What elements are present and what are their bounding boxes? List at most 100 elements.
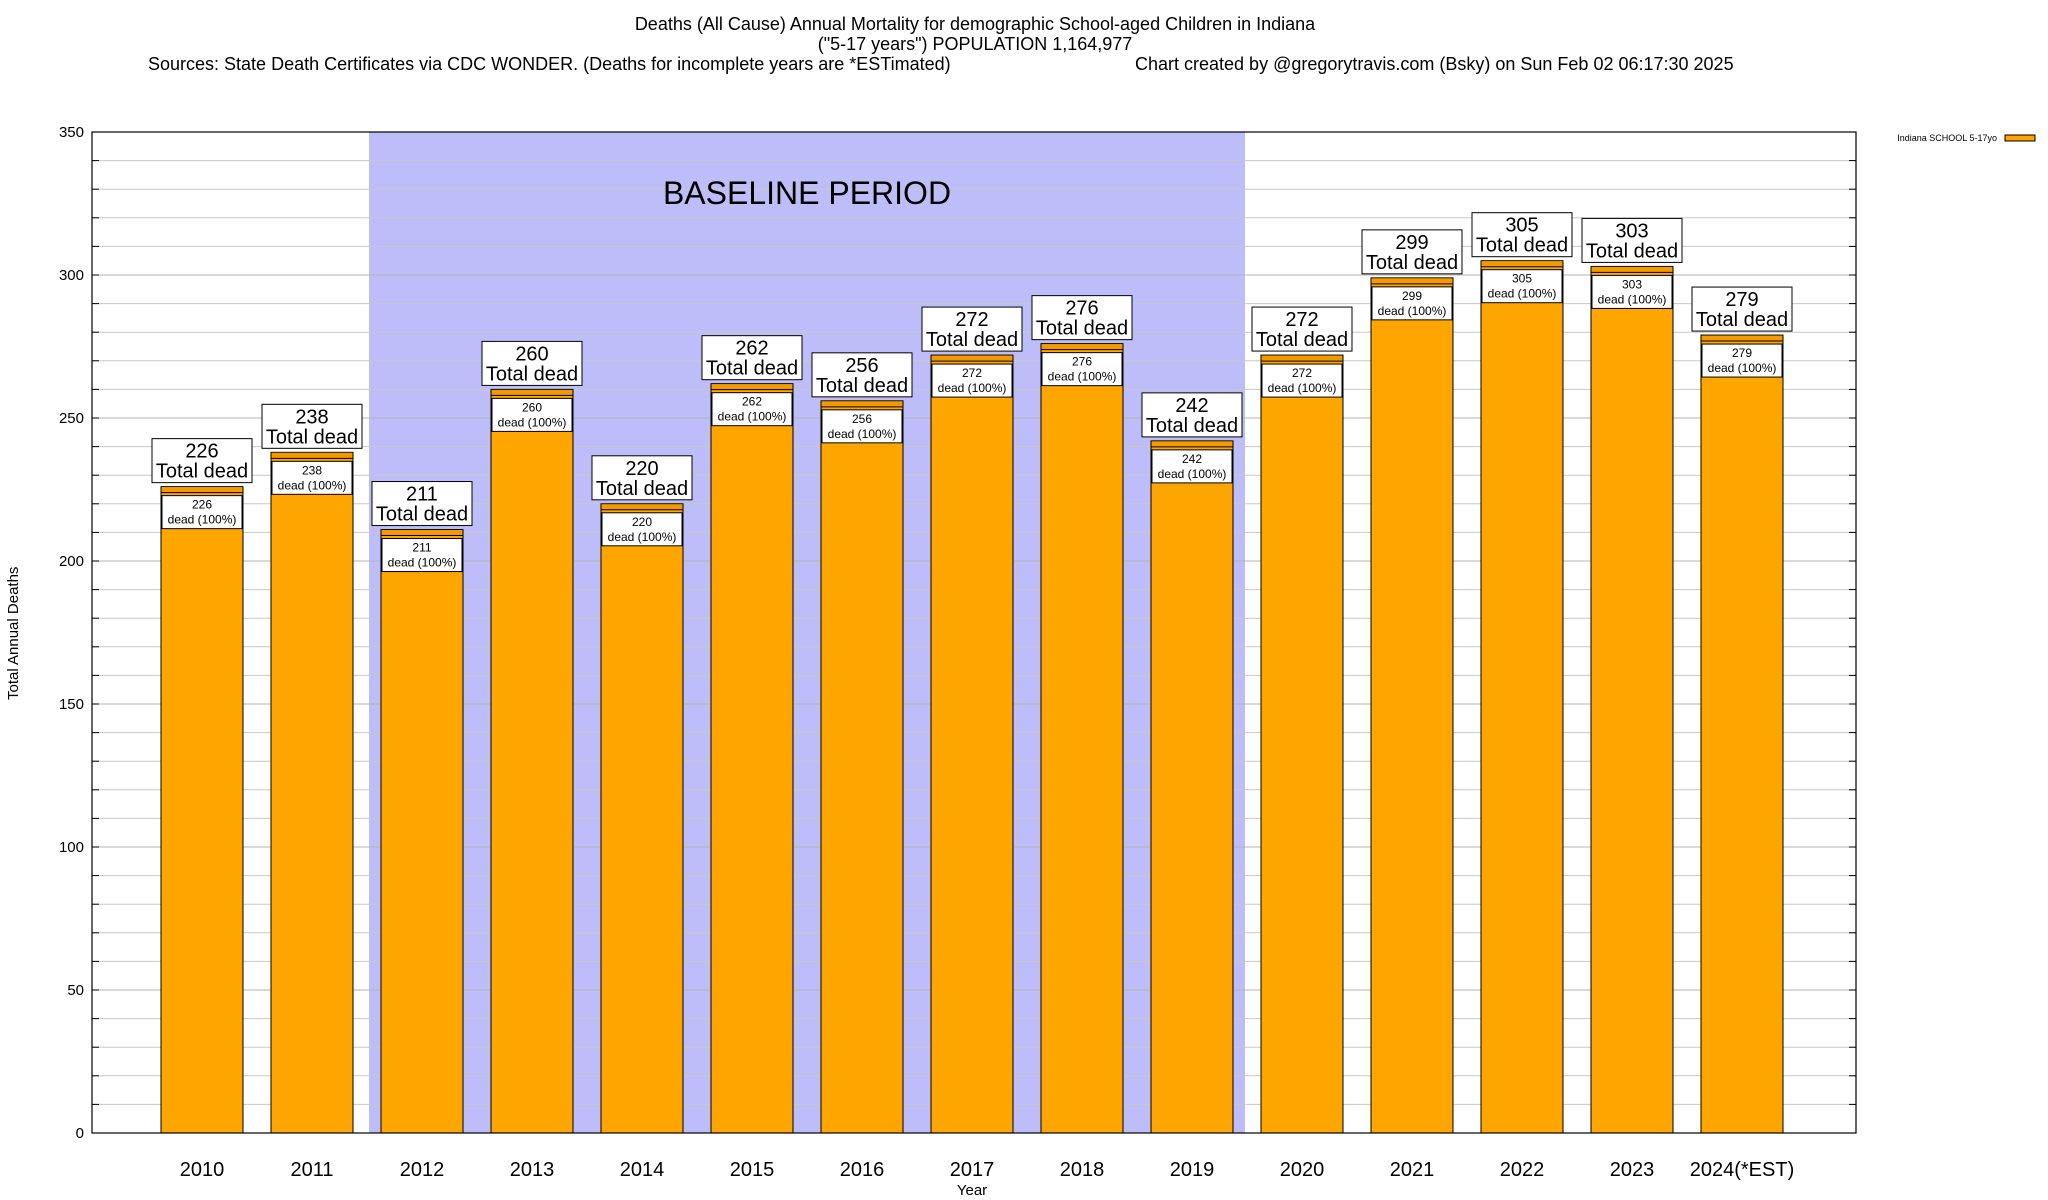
bar: [1480, 260, 1564, 1134]
y-tick-label: 100: [59, 839, 84, 856]
bar-inner-value: 305: [1512, 272, 1532, 286]
x-tick-label: 2019: [1170, 1159, 1215, 1181]
bar-inner-label-box: [931, 363, 1013, 398]
bar-top-label-box: [1691, 286, 1793, 332]
bar: [490, 388, 574, 1134]
x-tick-label: 2022: [1500, 1159, 1545, 1181]
bar: [600, 503, 684, 1134]
bar-top-label: Total dead: [1256, 329, 1348, 351]
x-tick-label: 2014: [620, 1159, 665, 1181]
bar-inner-value: 272: [1292, 366, 1312, 380]
bar-inner-label-box: [381, 538, 463, 573]
x-tick-label: 2012: [400, 1159, 445, 1181]
bar-cap: [1041, 344, 1123, 350]
bar-inner-label-box: [1701, 343, 1783, 378]
baseline-band-label: BASELINE PERIOD: [663, 175, 951, 211]
chart-credit: Chart created by @gregorytravis.com (Bsk…: [1135, 54, 1734, 74]
bar-cap: [271, 452, 353, 458]
bar-inner-label: dead (100%): [828, 427, 897, 441]
bar-inner-label: dead (100%): [388, 556, 457, 570]
bar-top-label: Total dead: [1036, 318, 1128, 340]
bar-top-label: Total dead: [266, 426, 358, 448]
bar-inner-label-box: [711, 392, 793, 427]
chart-sources: Sources: State Death Certificates via CD…: [148, 54, 951, 74]
bar-top-label: Total dead: [1476, 235, 1568, 257]
x-tick-label: 2016: [840, 1159, 885, 1181]
bar-top-label-box: [1141, 392, 1243, 438]
bar-inner-value: 276: [1072, 355, 1092, 369]
bar-inner-label-box: [1151, 449, 1233, 484]
bar-top-label: Total dead: [706, 358, 798, 380]
y-tick-label: 250: [59, 410, 84, 427]
x-tick-label: 2011: [290, 1159, 333, 1181]
bar-top-label: Total dead: [486, 363, 578, 385]
bar-top-label: Total dead: [1366, 252, 1458, 274]
bar-inner-label-box: [491, 397, 573, 432]
bar-top-label: Total dead: [1586, 240, 1678, 262]
bar-top-label-box: [371, 481, 473, 527]
bar-inner-value: 272: [962, 366, 982, 380]
bar-top-label-box: [591, 455, 693, 501]
bar-cap: [491, 389, 573, 395]
bar-cap: [1481, 261, 1563, 267]
bar-inner-value: 211: [412, 541, 431, 555]
chart-subtitle: ("5-17 years") POPULATION 1,164,977: [817, 34, 1133, 54]
bar: [1150, 440, 1234, 1134]
bar: [930, 354, 1014, 1134]
bar-cap: [1701, 335, 1783, 341]
x-tick-label: 2024(*EST): [1690, 1159, 1795, 1181]
bar-inner-label-box: [271, 460, 353, 495]
bar-top-value: 279: [1725, 289, 1758, 311]
bar-inner-value: 242: [1182, 452, 1202, 466]
y-tick-label: 200: [59, 553, 84, 570]
chart-title: Deaths (All Cause) Annual Mortality for …: [634, 14, 1316, 34]
x-tick-label: 2023: [1610, 1159, 1655, 1181]
bar-inner-value: 238: [302, 463, 322, 477]
bar: [160, 486, 244, 1134]
bar-inner-label: dead (100%): [1048, 370, 1117, 384]
bar-inner-label-box: [1371, 286, 1453, 321]
y-tick-label: 50: [67, 982, 84, 999]
bar-inner-label-box: [1261, 363, 1343, 398]
bar-top-label-box: [701, 335, 803, 381]
x-tick-label: 2020: [1280, 1159, 1325, 1181]
bar-top-value: 299: [1395, 232, 1428, 254]
bar-inner-value: 303: [1622, 277, 1642, 291]
x-tick-label: 2021: [1390, 1159, 1435, 1181]
bar-cap: [711, 384, 793, 390]
bar-cap: [381, 530, 463, 536]
bar-inner-label-box: [821, 409, 903, 444]
bar-inner-label: dead (100%): [1378, 304, 1447, 318]
y-tick-label: 350: [59, 124, 84, 141]
bar-inner-label-box: [1591, 274, 1673, 309]
y-tick-label: 0: [76, 1125, 84, 1142]
bar-inner-label: dead (100%): [1268, 381, 1337, 395]
bar-top-label: Total dead: [1146, 415, 1238, 437]
bar-inner-label-box: [1041, 352, 1123, 387]
bar-inner-label: dead (100%): [1708, 361, 1777, 375]
bar-top-label: Total dead: [156, 461, 248, 483]
bar-top-label-box: [261, 403, 363, 449]
bar-top-label: Total dead: [596, 478, 688, 500]
bar-top-label-box: [1031, 295, 1133, 341]
bar-inner-label: dead (100%): [1488, 287, 1557, 301]
x-axis-label: Year: [957, 1182, 987, 1199]
legend-swatch: [2004, 134, 2036, 142]
bar-top-label-box: [811, 352, 913, 398]
bar-inner-value: 256: [852, 412, 872, 426]
bar: [1700, 334, 1784, 1134]
bar-inner-label: dead (100%): [1158, 467, 1227, 481]
bar: [710, 383, 794, 1134]
bar-top-label: Total dead: [926, 329, 1018, 351]
bar-inner-label-box: [161, 495, 243, 530]
bar: [1260, 354, 1344, 1134]
legend-label: Indiana SCHOOL 5-17yo: [1897, 133, 1997, 143]
plot-border: [91, 131, 1857, 1134]
bar-top-value: 305: [1505, 215, 1538, 237]
bar-inner-label: dead (100%): [608, 530, 677, 544]
bar-top-value: 276: [1065, 298, 1098, 320]
bar: [1370, 277, 1454, 1134]
bar-inner-value: 260: [522, 400, 542, 414]
bar-top-value: 220: [625, 458, 658, 480]
